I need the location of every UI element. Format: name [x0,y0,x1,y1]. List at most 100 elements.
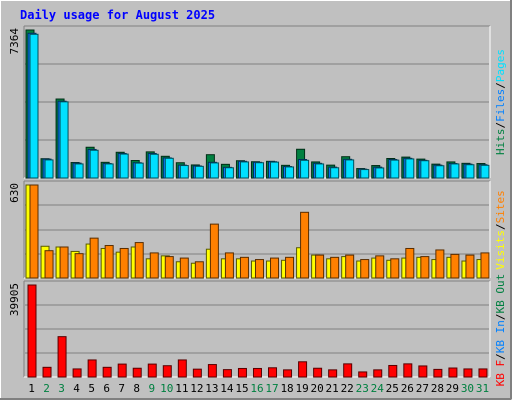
legend-item: / [494,223,507,230]
bottom-bar-kb_f [373,369,383,378]
chart-title: Daily usage for August 2025 [20,8,215,22]
top-bar-pages [375,167,385,179]
middle-bar-sites [375,255,385,279]
top-bar-pages [29,33,39,179]
x-tick-label: 5 [88,382,95,395]
middle-bar-sites [480,252,490,279]
middle-bar-sites [300,211,310,279]
bottom-bar-kb_f [252,367,262,378]
legend-item: / [494,353,507,360]
legend-item: / [494,122,507,129]
x-tick-label: 21 [326,382,339,395]
middle-bar-sites [360,259,370,279]
top-bar-pages [164,157,174,179]
bottom-bar-kb_f [42,366,52,378]
bottom-bar-kb_f [433,368,443,378]
middle-bar-sites [420,256,430,279]
bottom-bar-kb_f [478,368,488,378]
bottom-bar-kb_f [283,369,293,378]
bottom-bar-kb_f [177,359,187,378]
top-bar-pages [450,163,460,179]
top-bar-pages [209,162,219,179]
bottom-bar-kb_f [192,368,202,378]
bottom-bar-kb_f [268,367,278,378]
bottom-bar-kb_f [132,367,142,378]
bottom-bar-kb_f [328,369,338,378]
x-axis-labels: 1 2 3 4 5 6 7 8 9 10 11 12 13 14 15 16 17 18 19 20 21 22 23 24 2… [28,382,489,395]
middle-legend: Visits/Sites [494,190,507,270]
bottom-bar-kb_f [72,368,82,378]
middle-bar-sites [465,254,475,279]
bottom-bar-kb_f [313,367,323,378]
x-tick-label: 13 [205,382,218,395]
middle-bar-sites [285,256,295,279]
middle-bar-sites [450,253,460,279]
middle-panel: 630 Visits/Sites [8,180,507,279]
x-tick-label: 8 [133,382,140,395]
bottom-bar-kb_f [237,367,247,378]
middle-bar-sites [59,246,69,279]
top-bar-pages [194,165,204,179]
x-tick-label: 18 [280,382,293,395]
middle-bar-sites [74,253,84,279]
top-legend: Hits/Files/Pages [494,49,507,155]
x-tick-label: 25 [386,382,399,395]
x-tick-label: 2 [43,382,50,395]
middle-bar-sites [209,223,219,279]
x-tick-label: 10 [160,382,173,395]
middle-bar-sites [29,184,39,279]
x-tick-label: 27 [416,382,429,395]
x-tick-label: 9 [148,382,155,395]
top-ymax-label: 7364 [8,28,21,55]
x-tick-label: 4 [73,382,80,395]
legend-item: Hits [494,129,507,156]
x-tick-label: 30 [461,382,474,395]
legend-item: Files [494,89,507,122]
middle-bar-sites [164,256,174,279]
bottom-bar-kb_f [343,363,353,378]
x-tick-label: 14 [220,382,234,395]
middle-ymax-label: 630 [8,183,21,203]
x-tick-label: 26 [401,382,414,395]
top-bar-pages [59,101,69,179]
legend-item: KB F [494,360,507,387]
top-panel: 7364 Hits/Files/Pages [8,25,507,179]
bottom-bar-kb_f [207,364,217,378]
middle-bar-sites [149,252,159,279]
bottom-bar-kb_f [27,284,37,378]
bottom-bar-kb_f [358,371,368,378]
bottom-bar-kb_f [147,363,157,378]
middle-bar-sites [179,257,189,279]
x-tick-label: 28 [431,382,444,395]
top-bar-pages [300,159,310,179]
middle-bar-sites [270,257,280,279]
x-tick-label: 17 [265,382,278,395]
x-tick-label: 23 [356,382,369,395]
bottom-bar-kb_f [57,336,67,378]
top-bar-pages [239,161,249,179]
top-bar-pages [119,153,129,179]
bottom-bar-kb_f [403,363,413,378]
bottom-ymax-label: 39905 [8,283,21,316]
legend-item: Visits [494,230,507,270]
bottom-bar-kb_f [162,365,172,378]
top-bar-pages [74,163,84,179]
bottom-bar-kb_f [298,361,308,378]
x-tick-label: 1 [28,382,35,395]
bottom-bar-kb_f [463,368,473,378]
bottom-bar-kb_f [222,369,232,378]
x-tick-label: 16 [250,382,263,395]
middle-bar-sites [44,250,54,279]
top-bar-pages [270,161,280,179]
legend-item: KB In [494,320,507,353]
middle-bar-sites [239,256,249,279]
top-bar-pages [224,167,234,179]
middle-bar-sites [330,256,340,279]
bottom-bar-kb_f [117,363,127,378]
legend-item: KB Out [494,274,507,314]
top-bar-pages [315,163,325,179]
top-bar-pages [179,165,189,179]
middle-bar-sites [134,242,144,279]
x-tick-label: 11 [175,382,188,395]
